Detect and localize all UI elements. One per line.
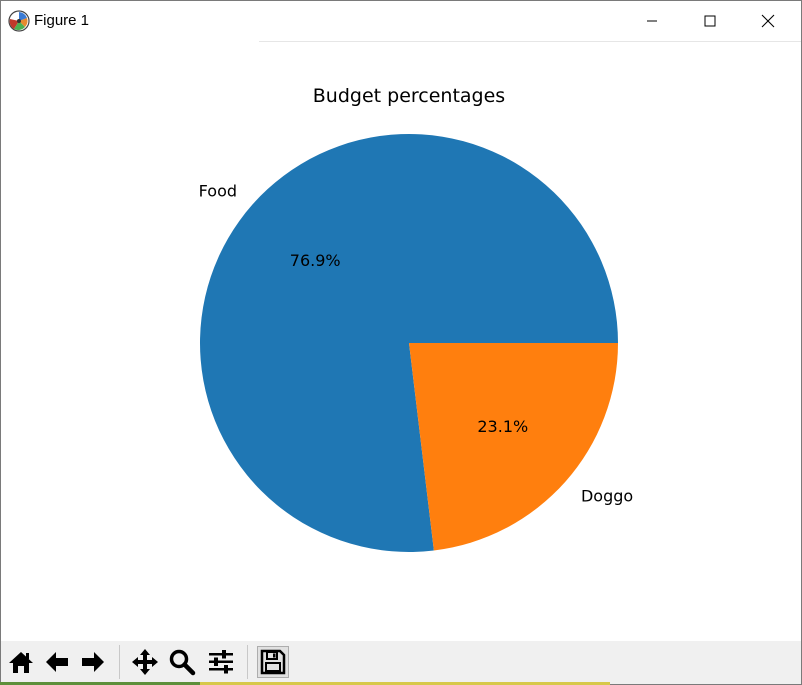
arrow-left-icon xyxy=(46,652,68,672)
pie-pct-label-doggo: 23.1% xyxy=(477,417,528,436)
pie-slice-doggo xyxy=(409,343,618,551)
move-icon xyxy=(132,649,158,675)
pie-category-label-doggo: Doggo xyxy=(581,487,633,506)
toolbar-separator xyxy=(119,645,120,679)
maximize-button[interactable] xyxy=(681,1,739,41)
taskbar-strip-middle xyxy=(200,682,610,685)
zoom-icon xyxy=(169,649,196,676)
title-separator xyxy=(259,41,801,42)
home-button[interactable] xyxy=(5,646,37,678)
pie-pct-label-food: 76.9% xyxy=(290,251,341,270)
taskbar-strip-left xyxy=(0,682,200,685)
save-button[interactable] xyxy=(257,646,289,678)
back-button[interactable] xyxy=(41,646,73,678)
toolbar-separator xyxy=(247,645,248,679)
subplots-button[interactable] xyxy=(205,646,237,678)
matplotlib-icon xyxy=(8,10,30,32)
sliders-icon xyxy=(209,650,233,674)
close-button[interactable] xyxy=(739,1,797,41)
window-title: Figure 1 xyxy=(34,12,90,29)
pie-category-label-food: Food xyxy=(199,181,237,200)
home-icon xyxy=(9,652,33,673)
title-bar[interactable]: Figure 1 xyxy=(1,1,801,41)
navigation-toolbar xyxy=(1,641,801,684)
arrow-right-icon xyxy=(82,652,104,672)
floppy-disk-icon xyxy=(260,649,286,675)
pie-chart: Budget percentages 76.9% Food 23.1% Doggo xyxy=(199,85,633,552)
close-icon xyxy=(761,14,775,28)
minimize-icon xyxy=(647,20,657,22)
figure-canvas[interactable]: Budget percentages 76.9% Food 23.1% Doggo xyxy=(1,42,801,640)
minimize-button[interactable] xyxy=(623,1,681,41)
forward-button[interactable] xyxy=(77,646,109,678)
chart-title: Budget percentages xyxy=(313,85,505,107)
maximize-icon xyxy=(704,15,716,27)
zoom-button[interactable] xyxy=(166,646,198,678)
pan-button[interactable] xyxy=(129,646,161,678)
